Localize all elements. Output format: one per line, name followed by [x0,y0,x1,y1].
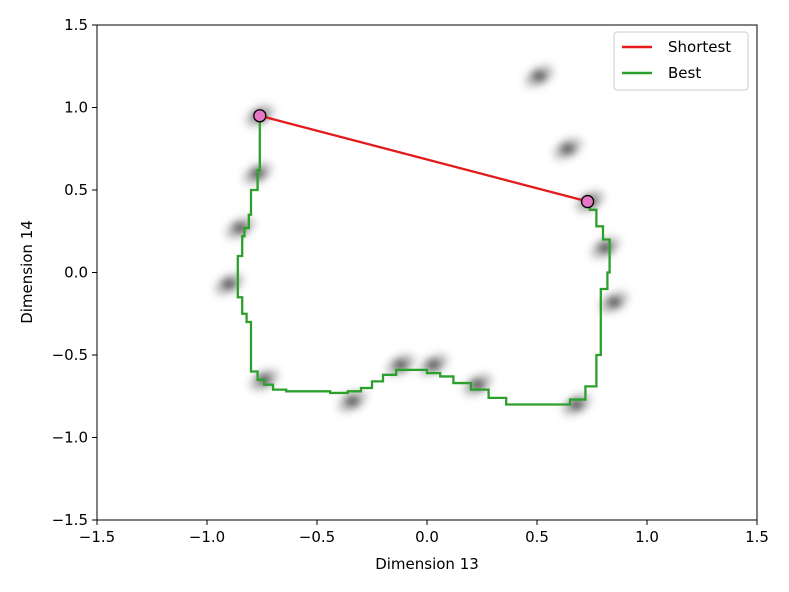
x-tick-label: 0.0 [415,528,439,546]
legend: Shortest Best [613,31,749,91]
x-tick-label: −1.5 [79,528,115,546]
density-blob-core [569,399,584,410]
x-tick-label: 1.0 [635,528,659,546]
y-tick-label: 0.0 [64,264,88,282]
density-blob-core [393,359,408,370]
x-tick-label: −1.0 [189,528,225,546]
density-blob-core [532,71,547,82]
markers-layer [253,109,595,209]
series-line-best [236,115,611,406]
x-tick-label: 1.5 [745,528,769,546]
y-axis-label: Dimension 14 [18,220,36,324]
legend-label-shortest: Shortest [668,38,731,56]
legend-label-best: Best [668,64,701,82]
y-tick-label: 0.5 [64,181,88,199]
x-axis-label: Dimension 13 [375,555,479,573]
y-tick-label: 1.0 [64,99,88,117]
y-tick-label: −1.0 [52,429,88,447]
x-axis-ticks: −1.5 −1.0 −0.5 0.0 0.5 1.0 1.5 [79,520,769,546]
density-blob [524,64,554,88]
y-tick-label: −1.5 [52,511,88,529]
density-blob-core [607,297,621,308]
x-tick-label: 0.5 [525,528,549,546]
density-blob-core [426,359,441,370]
density-blob-core [560,143,575,154]
endpoint-marker [253,109,267,123]
density-blob [553,137,583,160]
density-blob-core [222,279,236,290]
density-blob [214,272,244,296]
density-blob-core [345,396,360,407]
series-line-shortest [259,114,588,203]
series-layer [236,114,611,406]
density-blob [599,291,629,314]
x-tick-label: −0.5 [299,528,335,546]
y-tick-label: −0.5 [52,346,88,364]
y-tick-label: 1.5 [64,16,88,34]
endpoint-marker [580,194,595,209]
y-axis-ticks: −1.5 −1.0 −0.5 0.0 0.5 1.0 1.5 [52,16,97,529]
density-blob-core [470,379,485,390]
density-blob [337,390,367,413]
